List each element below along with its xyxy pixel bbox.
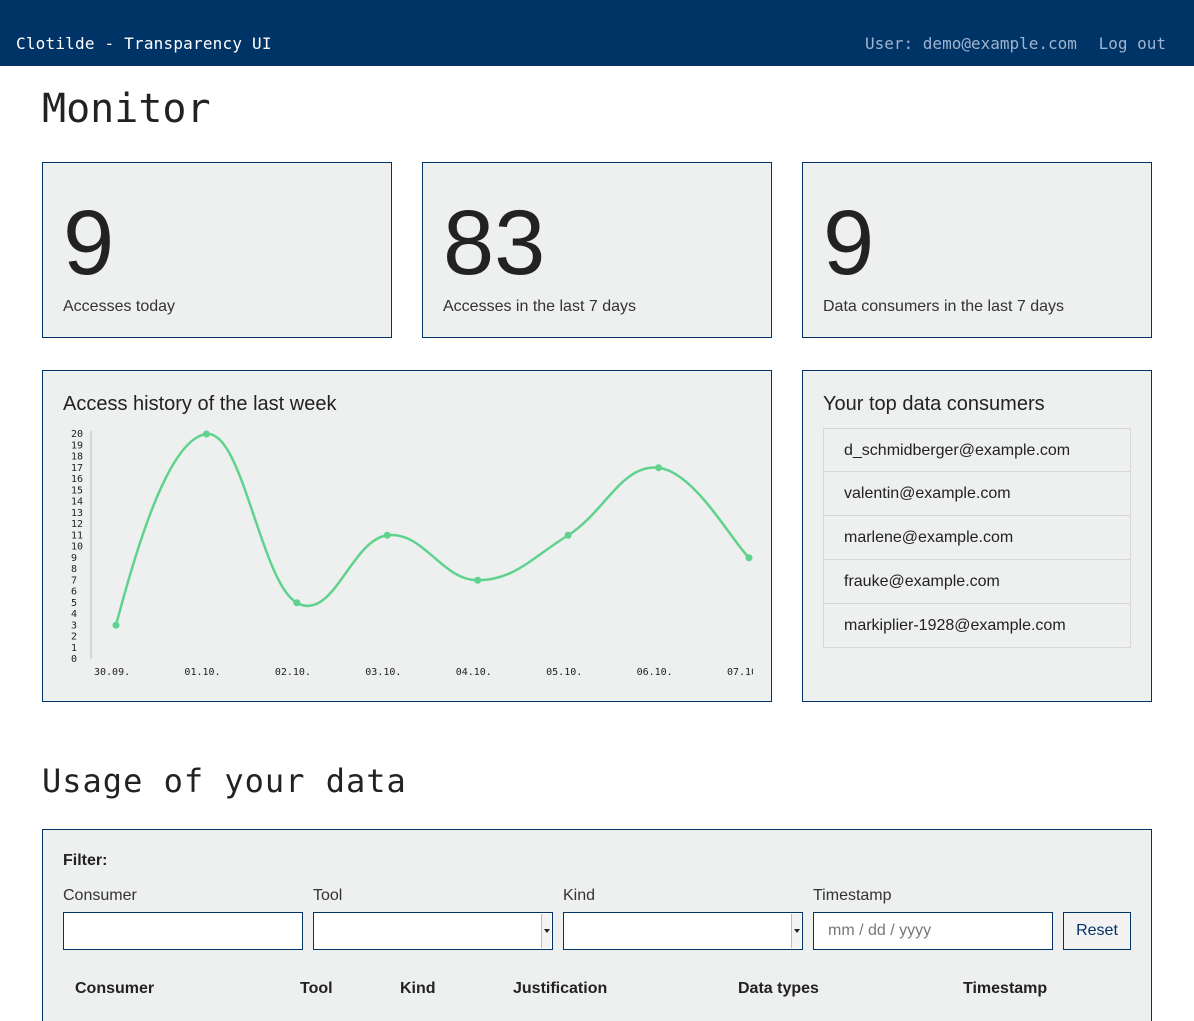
y-tick-label: 15 <box>71 485 83 496</box>
data-point[interactable] <box>745 554 753 562</box>
top-consumers-card: Your top data consumers d_schmidberger@e… <box>802 370 1152 702</box>
stat-value: 83 <box>443 192 546 294</box>
app-title: Clotilde - Transparency UI <box>16 34 272 53</box>
y-tick-label: 9 <box>71 553 77 564</box>
stat-value: 9 <box>823 192 875 294</box>
data-point[interactable] <box>293 599 301 607</box>
y-tick-label: 2 <box>71 632 77 643</box>
consumer-list-item[interactable]: markiplier-1928@example.com <box>824 604 1130 648</box>
column-header-justification[interactable]: Justification <box>513 980 608 997</box>
consumer-list-item[interactable]: d_schmidberger@example.com <box>824 428 1130 472</box>
consumer-filter-label: Consumer <box>63 887 137 904</box>
kind-filter-select[interactable] <box>563 912 803 950</box>
x-tick-label: 06.10. <box>637 667 673 678</box>
y-tick-label: 12 <box>71 519 83 530</box>
x-tick-label: 07.10. <box>727 667 753 678</box>
column-header-consumer[interactable]: Consumer <box>75 980 155 997</box>
stat-card-accesses-today: 9 Accesses today <box>42 162 392 338</box>
consumer-list-item[interactable]: frauke@example.com <box>824 560 1130 604</box>
top-consumers-title: Your top data consumers <box>823 393 1045 415</box>
y-tick-label: 7 <box>71 575 77 586</box>
data-point[interactable] <box>202 430 210 438</box>
consumer-list-item[interactable]: valentin@example.com <box>824 472 1130 516</box>
y-tick-label: 18 <box>71 452 83 463</box>
top-navbar: Clotilde - Transparency UI User: demo@ex… <box>0 0 1194 66</box>
y-tick-label: 10 <box>71 542 83 553</box>
data-point[interactable] <box>474 576 482 584</box>
y-tick-label: 4 <box>71 609 77 620</box>
data-point[interactable] <box>383 531 391 539</box>
x-tick-label: 01.10. <box>184 667 220 678</box>
stat-card-accesses-week: 83 Accesses in the last 7 days <box>422 162 772 338</box>
consumer-filter-input[interactable] <box>63 912 303 950</box>
y-tick-label: 0 <box>71 654 77 665</box>
chevron-down-icon <box>791 914 801 948</box>
filter-heading: Filter: <box>63 852 108 869</box>
stat-label: Data consumers in the last 7 days <box>823 298 1065 315</box>
chart-title: Access history of the last week <box>63 393 337 415</box>
stat-label: Accesses in the last 7 days <box>443 298 636 315</box>
tool-filter-label: Tool <box>313 887 343 904</box>
y-tick-label: 8 <box>71 564 77 575</box>
user-email: User: demo@example.com <box>865 34 1077 53</box>
user-area: User: demo@example.com Log out <box>865 34 1166 53</box>
access-history-line <box>114 432 750 626</box>
usage-section-title: Usage of your data <box>42 762 407 800</box>
tool-filter-select[interactable] <box>313 912 553 950</box>
stat-label: Accesses today <box>63 298 176 315</box>
logout-link[interactable]: Log out <box>1098 34 1166 53</box>
y-tick-label: 19 <box>71 440 83 451</box>
y-tick-label: 11 <box>71 530 83 541</box>
top-consumers-list: d_schmidberger@example.com valentin@exam… <box>823 428 1131 648</box>
x-tick-label: 30.09. <box>94 667 130 678</box>
column-header-kind[interactable]: Kind <box>400 980 436 997</box>
reset-button[interactable]: Reset <box>1063 912 1131 950</box>
timestamp-filter-input[interactable]: mm / dd / yyyy <box>813 912 1053 950</box>
x-tick-label: 03.10. <box>365 667 401 678</box>
data-point[interactable] <box>112 621 120 629</box>
data-point[interactable] <box>564 531 572 539</box>
chevron-down-icon <box>541 914 551 948</box>
y-tick-label: 5 <box>71 598 77 609</box>
y-tick-label: 1 <box>71 643 77 654</box>
column-header-data-types[interactable]: Data types <box>738 980 819 997</box>
usage-filter-card: Filter: Consumer Tool Kind Timestamp mm … <box>42 829 1152 1021</box>
consumer-list-item[interactable]: marlene@example.com <box>824 516 1130 560</box>
stat-card-consumers-week: 9 Data consumers in the last 7 days <box>802 162 1152 338</box>
y-tick-label: 3 <box>71 620 77 631</box>
x-tick-label: 05.10. <box>546 667 582 678</box>
y-tick-label: 17 <box>71 463 83 474</box>
stat-value: 9 <box>63 192 115 294</box>
timestamp-filter-label: Timestamp <box>813 887 892 904</box>
y-tick-label: 20 <box>71 429 83 440</box>
x-tick-label: 02.10. <box>275 667 311 678</box>
y-tick-label: 14 <box>71 497 83 508</box>
y-tick-label: 13 <box>71 508 83 519</box>
kind-filter-label: Kind <box>563 887 596 904</box>
y-tick-label: 16 <box>71 474 83 485</box>
column-header-timestamp[interactable]: Timestamp <box>963 980 1048 997</box>
data-point[interactable] <box>655 464 663 472</box>
y-tick-label: 6 <box>71 587 77 598</box>
x-tick-label: 04.10. <box>456 667 492 678</box>
page-title: Monitor <box>42 86 211 132</box>
column-header-tool[interactable]: Tool <box>300 980 333 997</box>
